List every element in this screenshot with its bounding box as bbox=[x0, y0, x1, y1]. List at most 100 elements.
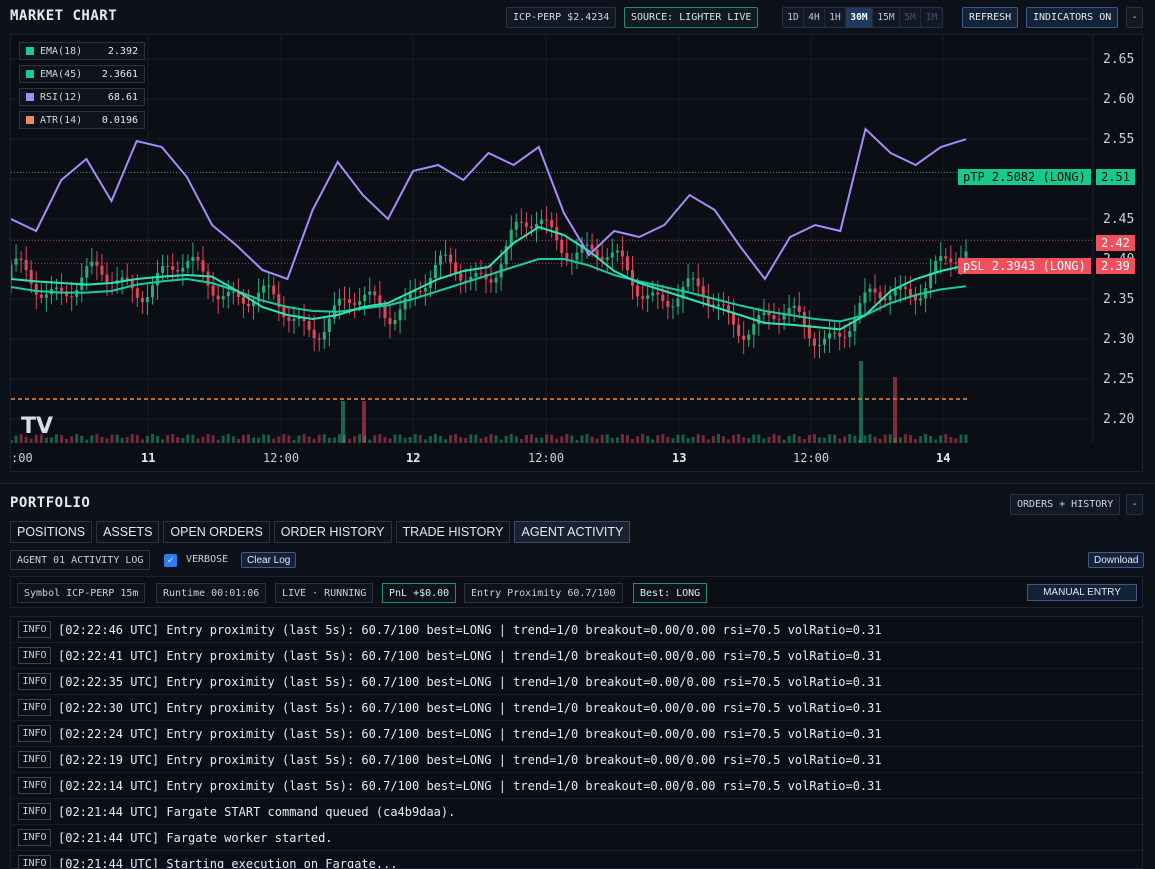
candle-body bbox=[494, 277, 498, 283]
tab-positions[interactable]: POSITIONS bbox=[10, 521, 93, 543]
candle-body bbox=[297, 317, 301, 320]
tab-trade-history[interactable]: TRADE HISTORY bbox=[395, 521, 511, 543]
candle-body bbox=[833, 332, 837, 334]
volume-bar bbox=[110, 434, 114, 443]
candle-body bbox=[34, 283, 38, 295]
volume-bar bbox=[838, 438, 842, 443]
log-message: [02:21:44 UTC] Starting execution on Far… bbox=[58, 856, 398, 869]
candle-body bbox=[267, 285, 271, 287]
volume-bar bbox=[115, 434, 119, 443]
volume-bar bbox=[292, 439, 296, 443]
volume-bar bbox=[888, 434, 892, 443]
volume-bar bbox=[297, 435, 301, 443]
stop-loss-axis-label: 2.39 bbox=[1096, 258, 1135, 274]
candle-body bbox=[221, 296, 225, 300]
chart-collapse-button[interactable]: - bbox=[1126, 7, 1143, 28]
candle-body bbox=[646, 295, 650, 299]
volume-bar bbox=[368, 439, 372, 443]
volume-bar bbox=[70, 436, 74, 443]
volume-bar bbox=[150, 434, 154, 443]
candle-body bbox=[353, 303, 357, 305]
timeframe-30m[interactable]: 30M bbox=[846, 8, 873, 27]
legend-swatch bbox=[26, 116, 34, 124]
tab-assets[interactable]: ASSETS bbox=[96, 521, 160, 543]
candle-body bbox=[125, 277, 129, 281]
volume-bar bbox=[125, 437, 129, 443]
timeframe-5m[interactable]: 5M bbox=[900, 8, 921, 27]
volume-bar bbox=[939, 435, 943, 443]
candle-body bbox=[605, 257, 609, 260]
candle-body bbox=[641, 296, 645, 299]
candle-body bbox=[277, 294, 281, 308]
candlestick-chart[interactable]: 2.202.252.302.352.402.452.502.552.602.65… bbox=[10, 34, 1143, 472]
x-tick-label: 12 bbox=[406, 451, 420, 465]
candle-body bbox=[489, 279, 493, 283]
candle-body bbox=[363, 294, 367, 302]
rsi-line bbox=[11, 127, 967, 281]
candle-body bbox=[575, 252, 579, 260]
candle-body bbox=[772, 315, 776, 320]
volume-bar bbox=[701, 435, 705, 443]
volume-bar bbox=[469, 434, 473, 443]
candle-body bbox=[19, 258, 23, 260]
indicators-toggle-button[interactable]: INDICATORS ON bbox=[1026, 7, 1119, 28]
candle-body bbox=[565, 253, 569, 261]
candle-body bbox=[580, 245, 584, 253]
volume-bar bbox=[504, 435, 508, 443]
volume-bar bbox=[262, 434, 266, 443]
candle-body bbox=[676, 298, 680, 307]
volume-bar bbox=[393, 434, 397, 443]
candle-body bbox=[873, 288, 877, 293]
chart-canvas: 2.202.252.302.352.402.452.502.552.602.65… bbox=[11, 35, 1134, 465]
x-tick-label: :00 bbox=[11, 451, 33, 465]
stop-loss-label: pSL 2.3943 (LONG) bbox=[958, 258, 1091, 274]
log-level-badge: INFO bbox=[18, 673, 51, 690]
volume-bar bbox=[924, 434, 928, 443]
log-message: [02:22:24 UTC] Entry proximity (last 5s)… bbox=[58, 726, 882, 741]
candle-body bbox=[595, 249, 599, 257]
candle-body bbox=[65, 291, 69, 297]
clear-log-button[interactable]: Clear Log bbox=[241, 552, 297, 568]
tab-order-history[interactable]: ORDER HISTORY bbox=[273, 521, 392, 543]
volume-bar bbox=[156, 436, 160, 443]
portfolio-collapse-button[interactable]: - bbox=[1126, 494, 1143, 515]
timeframe-15m[interactable]: 15M bbox=[873, 8, 900, 27]
y-tick-label: 2.45 bbox=[1103, 212, 1134, 227]
refresh-button[interactable]: REFRESH bbox=[962, 7, 1019, 28]
volume-bar bbox=[686, 438, 690, 443]
volume-bar bbox=[555, 438, 559, 443]
volume-bar bbox=[706, 439, 710, 443]
volume-bar bbox=[337, 434, 341, 443]
candle-body bbox=[70, 296, 74, 298]
volume-bar bbox=[868, 434, 872, 443]
manual-entry-button[interactable]: MANUAL ENTRY bbox=[1027, 584, 1137, 601]
y-tick-label: 2.30 bbox=[1103, 332, 1134, 347]
candle-body bbox=[964, 251, 968, 258]
timeframe-selector: 1D 4H 1H 30M 15M 5M 1M bbox=[782, 7, 943, 28]
download-button[interactable]: Download bbox=[1088, 552, 1145, 568]
tab-agent-activity[interactable]: AGENT ACTIVITY bbox=[514, 521, 631, 543]
volume-bar bbox=[828, 434, 832, 443]
volume-bar bbox=[620, 434, 624, 443]
volume-bar bbox=[954, 438, 958, 443]
candle-body bbox=[196, 256, 200, 261]
candle-body bbox=[231, 291, 235, 293]
volume-bar bbox=[176, 437, 180, 443]
timeframe-1d[interactable]: 1D bbox=[783, 8, 804, 27]
timeframe-1h[interactable]: 1H bbox=[825, 8, 846, 27]
volume-spike bbox=[859, 361, 863, 443]
timeframe-1m[interactable]: 1M bbox=[921, 8, 942, 27]
status-runtime: Runtime 00:01:06 bbox=[156, 583, 267, 603]
volume-bar bbox=[711, 435, 715, 443]
timeframe-4h[interactable]: 4H bbox=[804, 8, 825, 27]
volume-bar bbox=[903, 434, 907, 443]
log-message: [02:22:30 UTC] Entry proximity (last 5s)… bbox=[58, 700, 882, 715]
candle-body bbox=[792, 305, 796, 308]
volume-bar bbox=[535, 437, 539, 443]
tab-open-orders[interactable]: OPEN ORDERS bbox=[163, 521, 270, 543]
verbose-checkbox[interactable]: ✓ bbox=[164, 554, 177, 567]
log-level-badge: INFO bbox=[18, 829, 51, 846]
orders-history-button[interactable]: ORDERS + HISTORY bbox=[1010, 494, 1121, 515]
activity-log-list[interactable]: INFO [02:22:46 UTC] Entry proximity (last… bbox=[10, 616, 1143, 869]
log-message: [02:21:44 UTC] Fargate START command que… bbox=[58, 804, 456, 819]
